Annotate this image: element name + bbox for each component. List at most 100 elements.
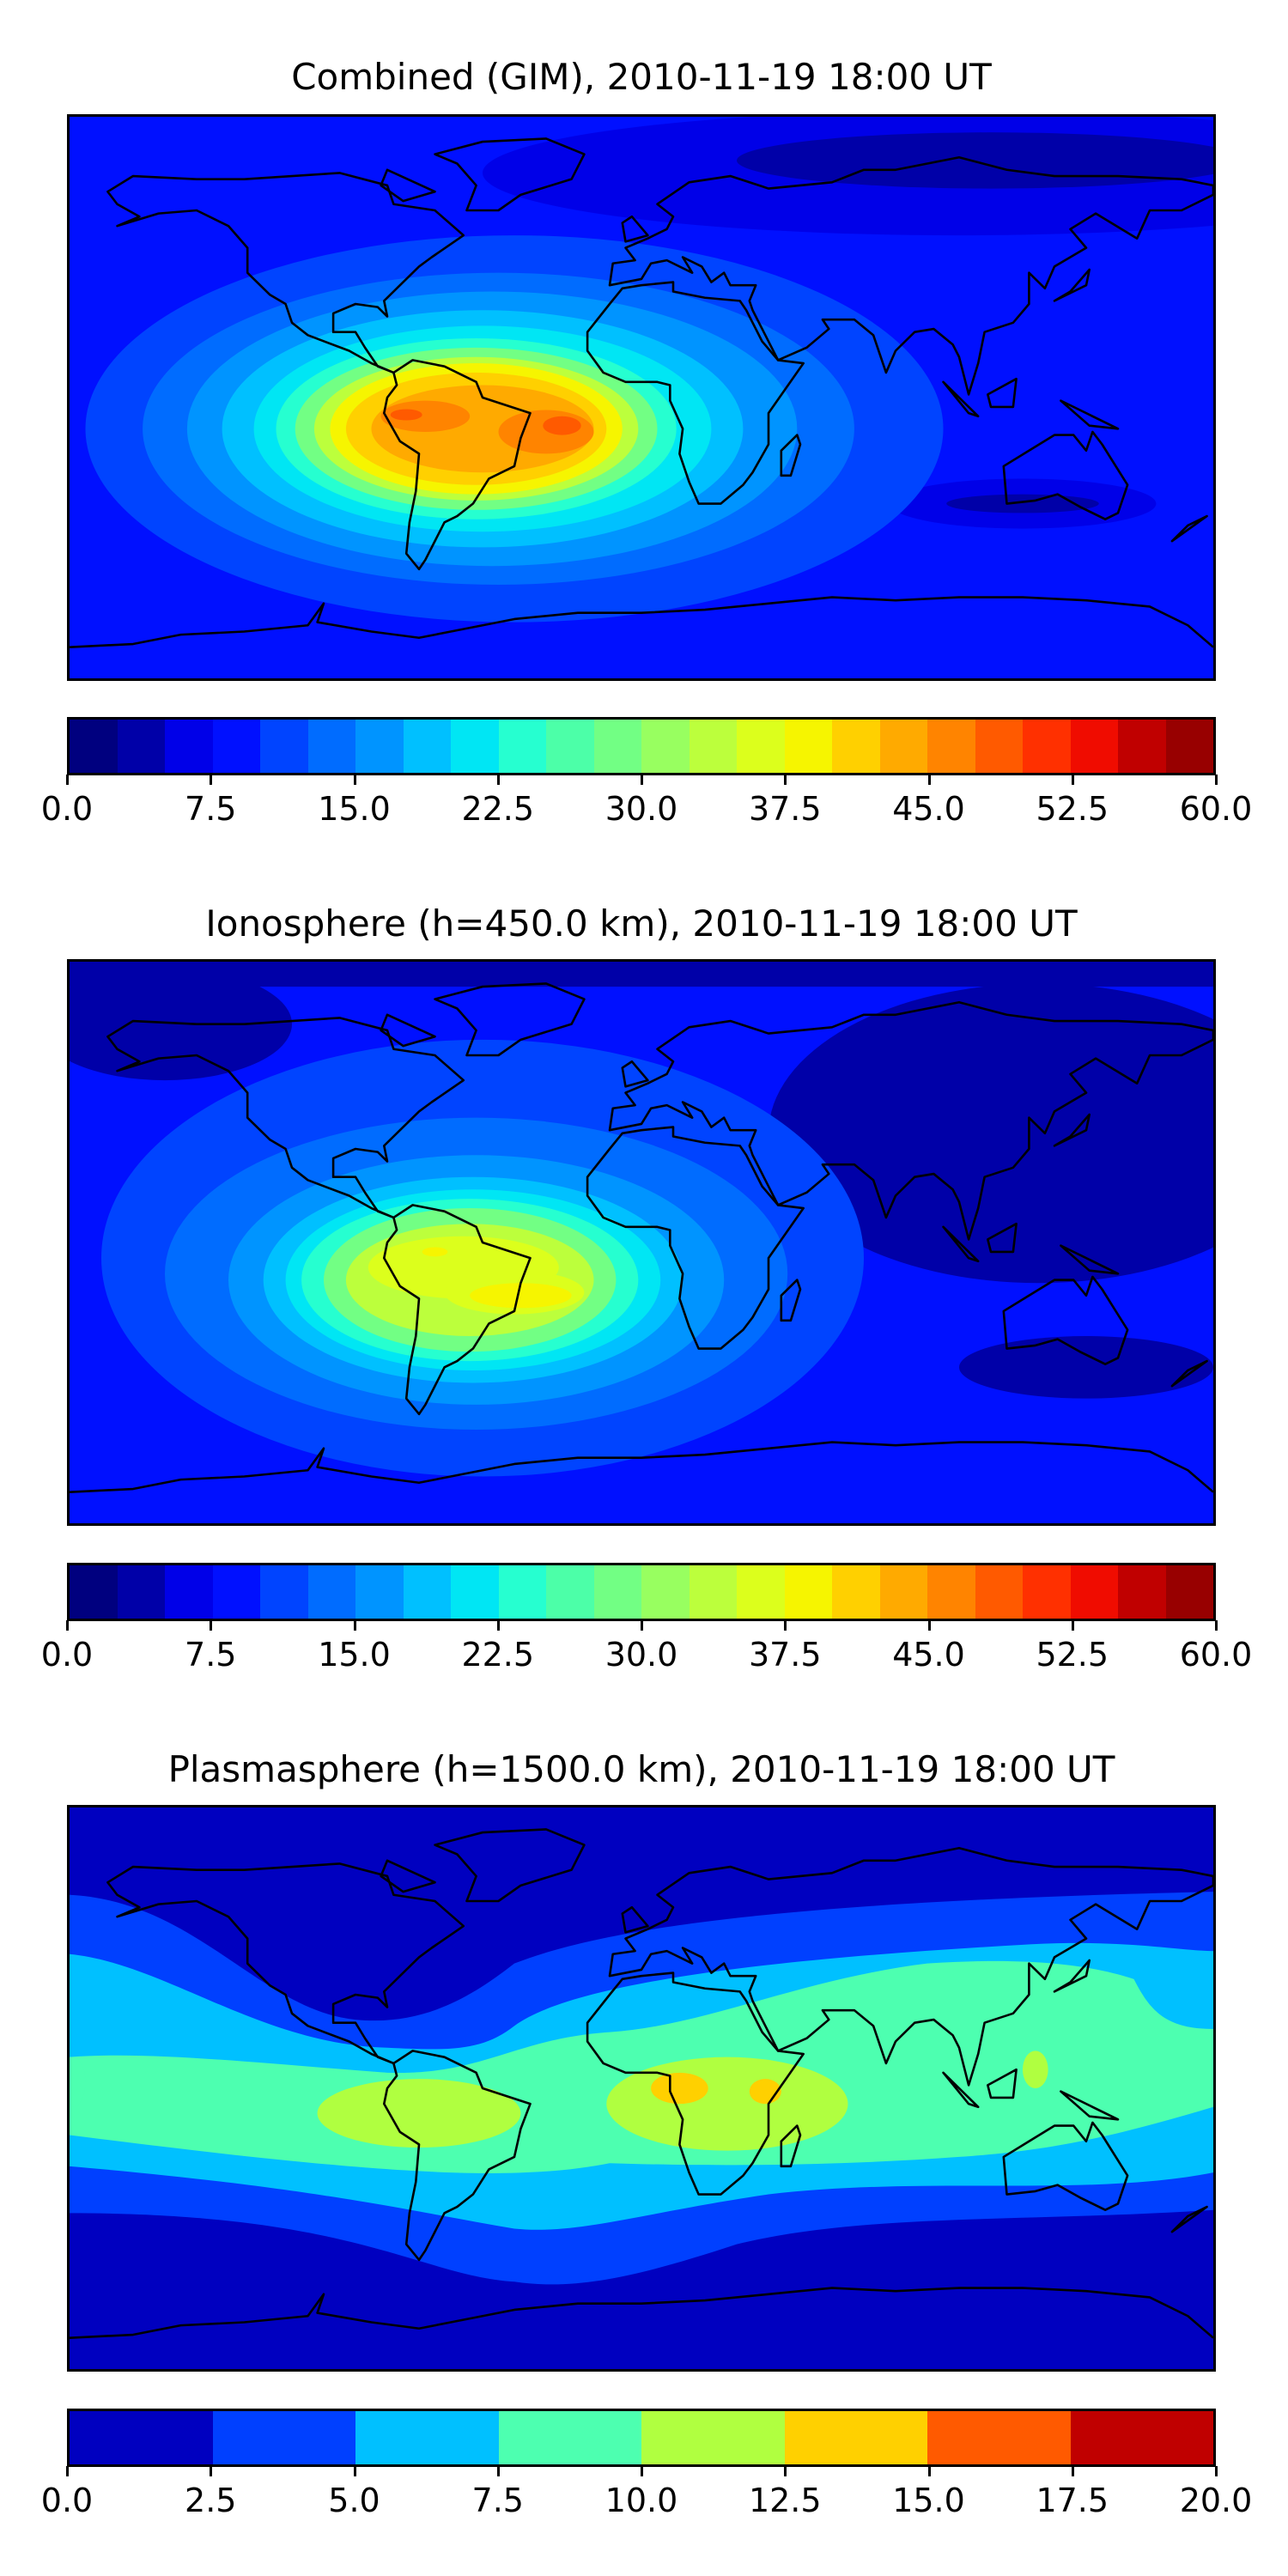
colorbar-tick-mark — [1071, 2466, 1074, 2476]
colorbar-level-18 — [927, 720, 975, 773]
colorbar-ticks-plasmasphere: 0.0 2.5 5.0 7.5 10.0 12.5 15.0 17.5 20.0 — [41, 2466, 1252, 2535]
colorbar-level-20 — [1023, 720, 1071, 773]
colorbar-tick-label: 20.0 — [1179, 2482, 1253, 2519]
colorbar-tick-mark — [496, 2466, 500, 2476]
colorbar-level-4 — [260, 1565, 308, 1619]
colorbar-level-13 — [689, 720, 737, 773]
colorbar-level-8 — [451, 720, 499, 773]
colorbar-level-4 — [641, 2411, 785, 2464]
colorbar-tick-label: 7.5 — [185, 1636, 237, 1674]
colorbar-tick-mark — [66, 1620, 69, 1631]
colorbar-tick-mark — [784, 2466, 787, 2476]
colorbar-tick-label: 12.5 — [748, 2482, 822, 2519]
tec-field-ionosphere — [70, 962, 1213, 1523]
colorbar-level-6 — [355, 720, 404, 773]
colorbar-level-19 — [975, 1565, 1023, 1619]
colorbar-tick-label: 15.0 — [892, 2482, 965, 2519]
colorbar-ionosphere — [67, 1563, 1216, 1621]
colorbar-level-17 — [879, 1565, 927, 1619]
colorbar-level-3 — [212, 1565, 260, 1619]
map-combined-gim — [67, 114, 1216, 681]
colorbar-tick-label: 0.0 — [40, 790, 94, 828]
colorbar-ticks-combined: 0.0 7.5 15.0 22.5 30.0 37.5 45.0 52.5 60.0 — [41, 775, 1252, 843]
colorbar-tick-label: 15.0 — [318, 790, 391, 828]
colorbar-level-15 — [784, 1565, 832, 1619]
colorbar-level-5 — [307, 720, 355, 773]
colorbar-level-5 — [784, 2411, 927, 2464]
colorbar-level-1 — [212, 2411, 355, 2464]
colorbar-level-7 — [403, 720, 451, 773]
colorbar-tick-mark — [1215, 775, 1218, 785]
colorbar-level-14 — [737, 1565, 785, 1619]
colorbar-level-12 — [641, 720, 690, 773]
colorbar-tick-mark — [353, 2466, 356, 2476]
colorbar-level-11 — [593, 720, 641, 773]
colorbar-level-16 — [832, 720, 880, 773]
colorbar-level-2 — [355, 2411, 499, 2464]
colorbar-tick-label: 60.0 — [1179, 1636, 1253, 1674]
colorbar-tick-mark — [66, 2466, 69, 2476]
colorbar-tick-label: 15.0 — [318, 1636, 391, 1674]
colorbar-level-16 — [832, 1565, 880, 1619]
colorbar-level-22 — [1118, 1565, 1166, 1619]
colorbar-tick-label: 0.0 — [40, 1636, 94, 1674]
colorbar-level-15 — [784, 720, 832, 773]
colorbar-level-9 — [498, 720, 546, 773]
colorbar-tick-mark — [641, 1620, 643, 1631]
tec-field-plasmasphere — [70, 1807, 1213, 2369]
colorbar-plasmasphere — [67, 2409, 1216, 2467]
colorbar-tick-label: 22.5 — [461, 1636, 535, 1674]
colorbar-tick-mark — [210, 775, 213, 785]
colorbar-level-22 — [1118, 720, 1166, 773]
colorbar-tick-label: 60.0 — [1179, 790, 1253, 828]
colorbar-tick-mark — [496, 775, 500, 785]
colorbar-combined — [67, 717, 1216, 775]
colorbar-tick-label: 30.0 — [605, 1636, 678, 1674]
colorbar-tick-label: 52.5 — [1036, 1636, 1109, 1674]
tec-field-combined — [70, 117, 1213, 678]
colorbar-level-2 — [165, 720, 213, 773]
colorbar-level-13 — [689, 1565, 737, 1619]
colorbar-tick-label: 0.0 — [40, 2482, 94, 2519]
colorbar-tick-mark — [1215, 1620, 1218, 1631]
colorbar-tick-label: 45.0 — [892, 790, 965, 828]
colorbar-tick-label: 37.5 — [748, 790, 822, 828]
colorbar-level-9 — [498, 1565, 546, 1619]
panel-title-ionosphere: Ionosphere (h=450.0 km), 2010-11-19 18:0… — [205, 902, 1078, 945]
colorbar-tick-label: 2.5 — [185, 2482, 237, 2519]
colorbar-level-20 — [1023, 1565, 1071, 1619]
colorbar-tick-mark — [1215, 2466, 1218, 2476]
colorbar-level-10 — [546, 1565, 594, 1619]
colorbar-tick-mark — [210, 2466, 213, 2476]
colorbar-tick-mark — [353, 775, 356, 785]
colorbar-tick-mark — [927, 775, 931, 785]
colorbar-level-3 — [498, 2411, 641, 2464]
colorbar-tick-mark — [66, 775, 69, 785]
colorbar-tick-label: 7.5 — [185, 790, 237, 828]
colorbar-tick-label: 37.5 — [748, 1636, 822, 1674]
colorbar-tick-mark — [927, 2466, 931, 2476]
colorbar-level-7 — [403, 1565, 451, 1619]
colorbar-level-23 — [1165, 1565, 1213, 1619]
colorbar-level-12 — [641, 1565, 690, 1619]
colorbar-level-18 — [927, 1565, 975, 1619]
colorbar-tick-mark — [496, 1620, 500, 1631]
colorbar-tick-label: 22.5 — [461, 790, 535, 828]
colorbar-level-11 — [593, 1565, 641, 1619]
colorbar-level-2 — [165, 1565, 213, 1619]
colorbar-level-21 — [1070, 720, 1118, 773]
colorbar-level-7 — [1070, 2411, 1213, 2464]
colorbar-level-1 — [117, 1565, 165, 1619]
colorbar-level-5 — [307, 1565, 355, 1619]
colorbar-tick-label: 30.0 — [605, 790, 678, 828]
colorbar-tick-label: 10.0 — [605, 2482, 678, 2519]
colorbar-tick-label: 5.0 — [328, 2482, 380, 2519]
map-plasmasphere — [67, 1805, 1216, 2372]
colorbar-level-21 — [1070, 1565, 1118, 1619]
colorbar-level-8 — [451, 1565, 499, 1619]
colorbar-tick-mark — [641, 2466, 643, 2476]
colorbar-level-0 — [70, 1565, 118, 1619]
panel-title-combined: Combined (GIM), 2010-11-19 18:00 UT — [291, 56, 992, 98]
colorbar-level-3 — [212, 720, 260, 773]
colorbar-level-6 — [927, 2411, 1071, 2464]
